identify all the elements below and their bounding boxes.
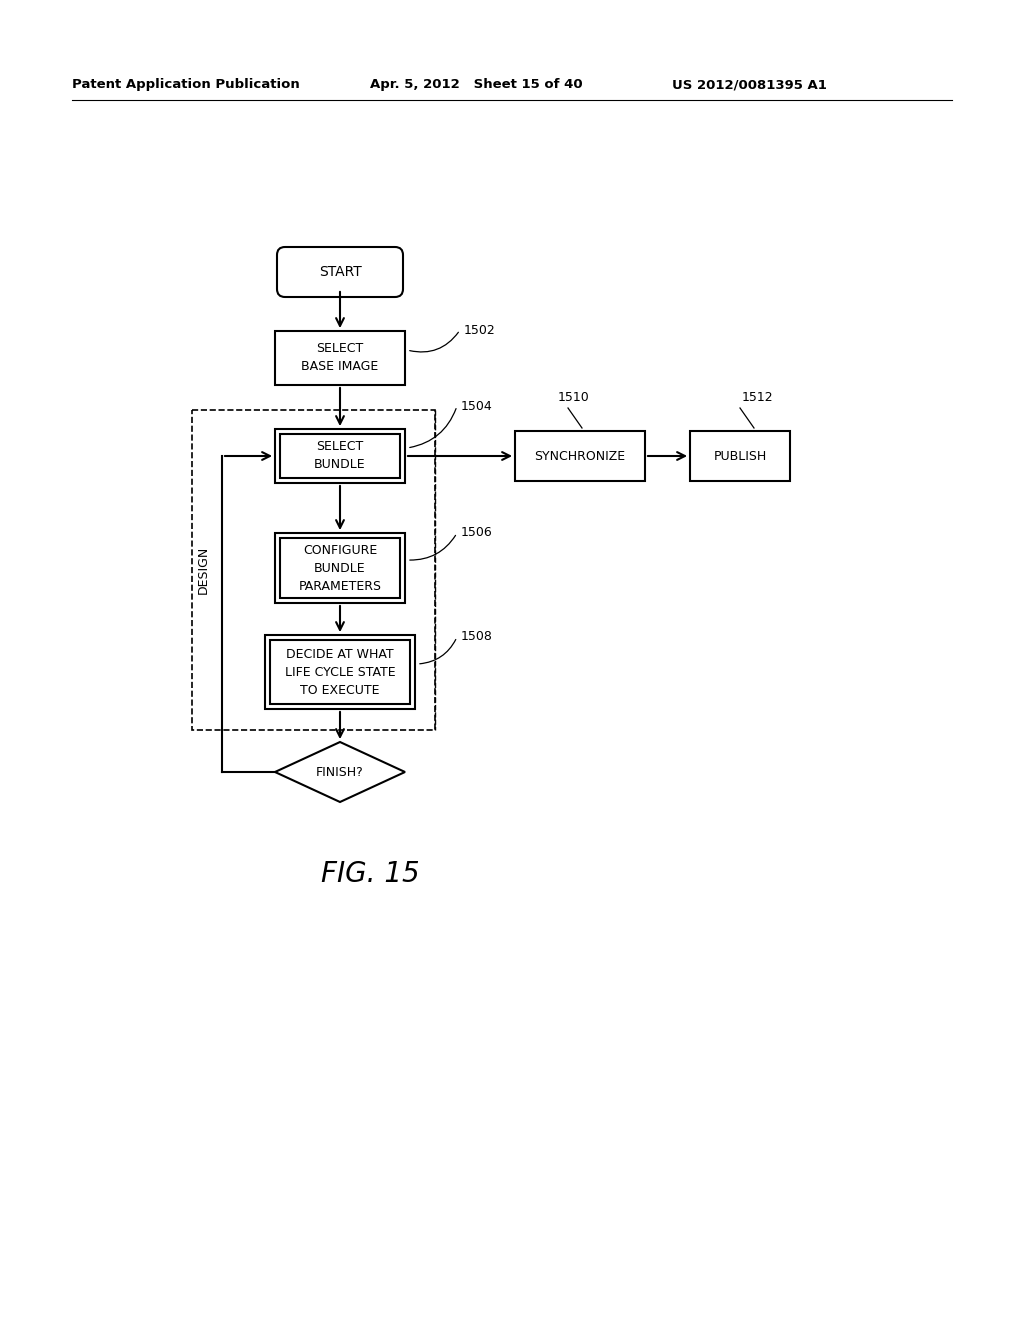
Text: FINISH?: FINISH? xyxy=(316,766,364,779)
Text: DESIGN: DESIGN xyxy=(197,546,210,594)
Bar xyxy=(270,640,410,704)
Text: 1512: 1512 xyxy=(742,391,773,404)
Text: Apr. 5, 2012   Sheet 15 of 40: Apr. 5, 2012 Sheet 15 of 40 xyxy=(370,78,583,91)
Bar xyxy=(275,429,406,483)
Text: Patent Application Publication: Patent Application Publication xyxy=(72,78,300,91)
Bar xyxy=(275,533,406,603)
Text: START: START xyxy=(318,265,361,279)
FancyBboxPatch shape xyxy=(278,247,403,297)
Text: PUBLISH: PUBLISH xyxy=(714,450,767,462)
Text: SELECT
BASE IMAGE: SELECT BASE IMAGE xyxy=(301,342,379,374)
Text: 1502: 1502 xyxy=(464,323,496,337)
Text: 1508: 1508 xyxy=(461,631,493,644)
Text: SELECT
BUNDLE: SELECT BUNDLE xyxy=(314,441,366,471)
Polygon shape xyxy=(275,742,406,803)
Text: US 2012/0081395 A1: US 2012/0081395 A1 xyxy=(672,78,826,91)
Bar xyxy=(193,411,435,730)
Text: CONFIGURE
BUNDLE
PARAMETERS: CONFIGURE BUNDLE PARAMETERS xyxy=(299,544,382,593)
Text: 1504: 1504 xyxy=(461,400,493,412)
Text: SYNCHRONIZE: SYNCHRONIZE xyxy=(535,450,626,462)
Text: 1510: 1510 xyxy=(558,391,590,404)
Text: FIG. 15: FIG. 15 xyxy=(321,861,419,888)
Bar xyxy=(280,434,400,478)
Bar xyxy=(515,432,645,480)
Bar xyxy=(265,635,415,709)
Bar xyxy=(280,539,400,598)
Text: DECIDE AT WHAT
LIFE CYCLE STATE
TO EXECUTE: DECIDE AT WHAT LIFE CYCLE STATE TO EXECU… xyxy=(285,648,395,697)
Bar xyxy=(275,331,406,385)
Text: 1506: 1506 xyxy=(461,527,493,540)
Bar xyxy=(690,432,790,480)
